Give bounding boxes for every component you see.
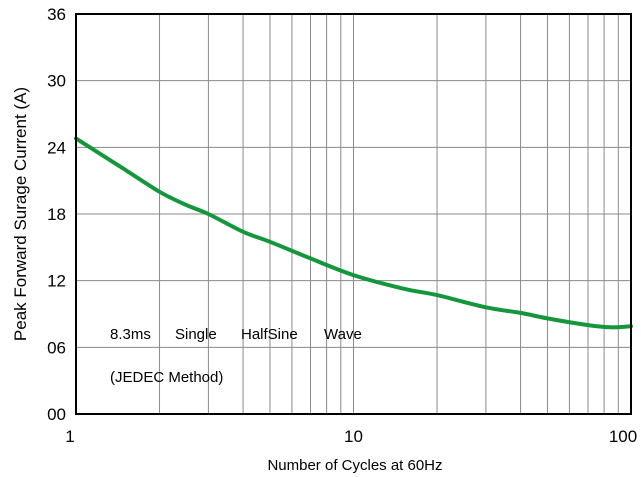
- surge-current-curve: [74, 136, 633, 330]
- y-tick-label: 12: [47, 272, 66, 291]
- y-tick-label: 18: [47, 205, 66, 224]
- plot-frame: [75, 13, 632, 415]
- annotation-wave: Wave: [324, 326, 362, 343]
- y-tick-label: 30: [47, 72, 66, 91]
- annotation-8-3ms: 8.3ms: [110, 326, 151, 343]
- series-layer: [74, 136, 633, 330]
- x-tick-labels: 1 10 100: [65, 427, 637, 446]
- x-tick-label: 1: [65, 427, 74, 446]
- y-tick-label: 06: [47, 338, 66, 357]
- annotation-single: Single: [175, 326, 217, 343]
- x-tick-label: 100: [609, 427, 637, 446]
- grid-lines: [76, 14, 631, 414]
- y-tick-labels: 00 06 12 18 24 30 36: [47, 5, 66, 424]
- x-axis-title: Number of Cycles at 60Hz: [267, 457, 442, 474]
- x-tick-label: 10: [344, 427, 363, 446]
- y-tick-label: 36: [47, 5, 66, 24]
- y-axis-title: Peak Forward Surage Current (A): [11, 87, 30, 341]
- y-tick-label: 24: [47, 138, 66, 157]
- y-tick-label: 00: [47, 405, 66, 424]
- annotation-jedec-method: (JEDEC Method): [110, 369, 223, 386]
- annotation-halfsine: HalfSine: [241, 326, 298, 343]
